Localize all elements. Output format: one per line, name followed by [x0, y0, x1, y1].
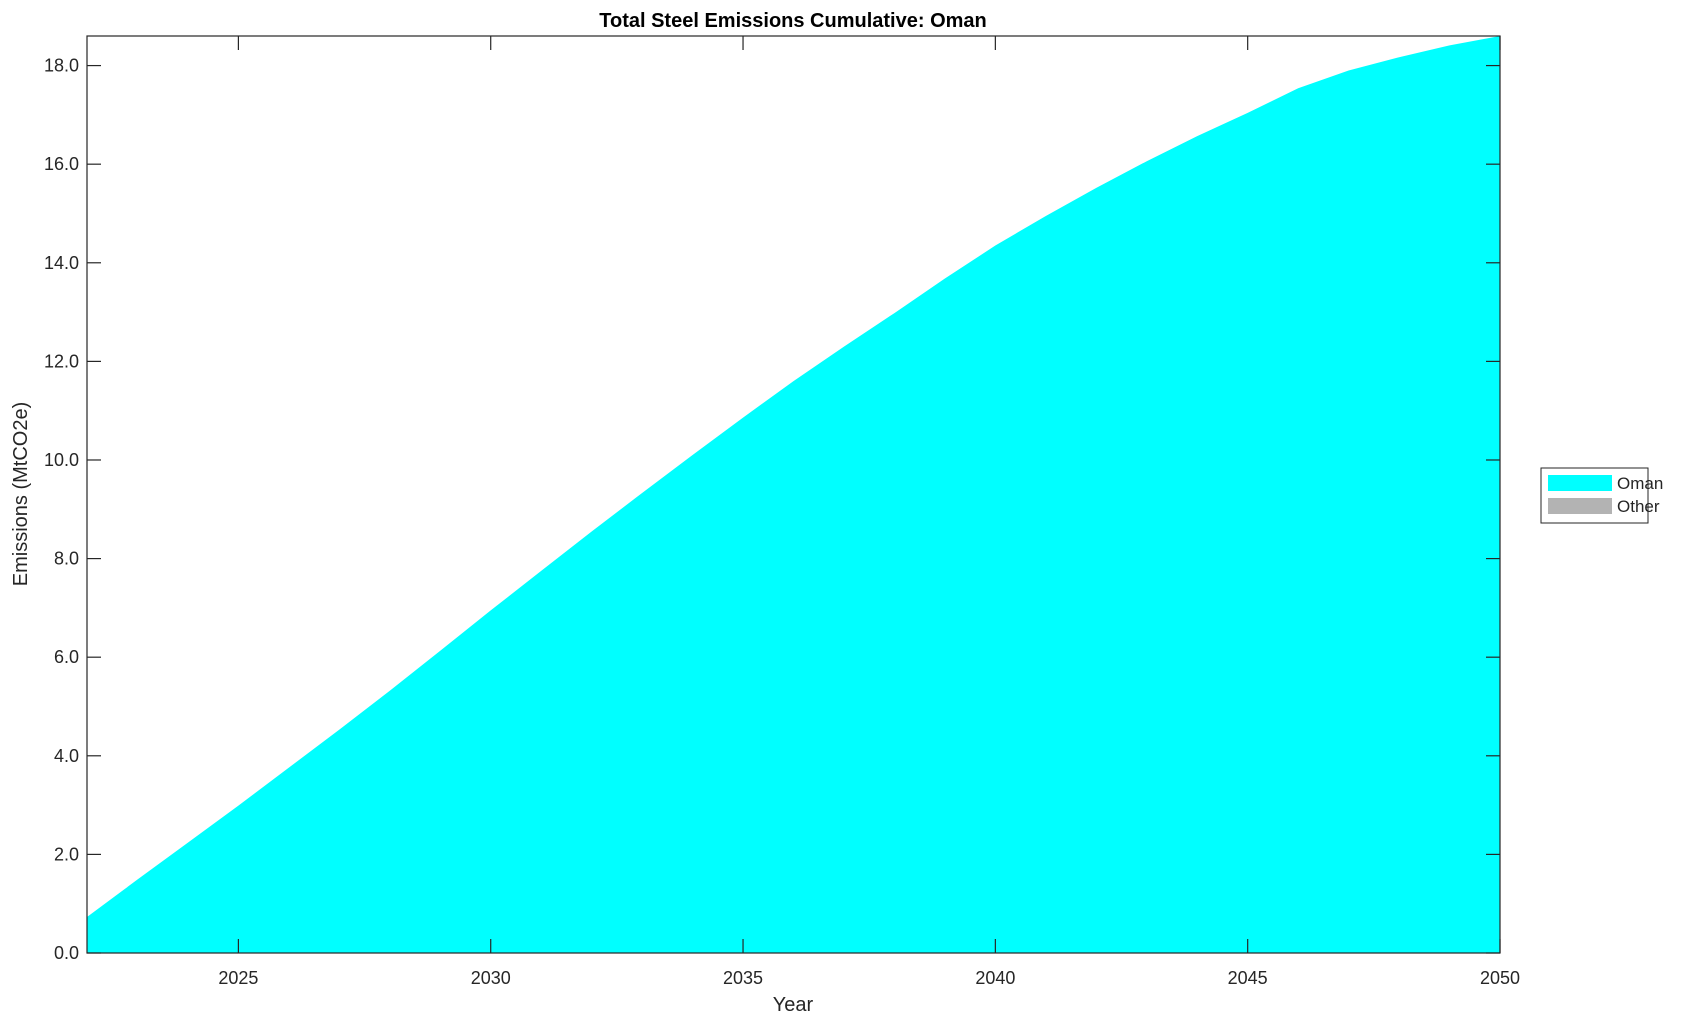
- y-tick-label: 10.0: [44, 450, 79, 470]
- x-tick-label: 2045: [1228, 968, 1268, 988]
- y-tick-label: 14.0: [44, 253, 79, 273]
- y-tick-label: 16.0: [44, 154, 79, 174]
- y-tick-label: 6.0: [54, 647, 79, 667]
- legend-swatch-other: [1548, 498, 1612, 514]
- x-axis: 2025 2030 2035 2040 2045 2050: [218, 36, 1520, 988]
- y-tick-label: 4.0: [54, 746, 79, 766]
- series-areas: [87, 36, 1500, 953]
- chart-title: Total Steel Emissions Cumulative: Oman: [599, 10, 987, 32]
- y-tick-label: 8.0: [54, 549, 79, 569]
- y-tick-label: 2.0: [54, 844, 79, 864]
- plot-frame: [86, 35, 1501, 954]
- y-tick-label: 18.0: [44, 56, 79, 76]
- x-tick-label: 2040: [975, 968, 1015, 988]
- legend: Oman Other: [1540, 467, 1663, 524]
- legend-label-oman: Oman: [1617, 474, 1663, 493]
- area-oman: [87, 36, 1500, 953]
- y-axis-label: Emissions (MtCO2e): [10, 402, 32, 586]
- x-tick-label: 2035: [723, 968, 763, 988]
- y-axis: 0.0 2.0 4.0 6.0 8.0 10.0 12.0 14.0 16.0 18.0: [44, 56, 1500, 963]
- x-tick-label: 2050: [1480, 968, 1520, 988]
- legend-label-other: Other: [1617, 497, 1660, 516]
- legend-swatch-oman: [1548, 475, 1612, 491]
- y-tick-label: 0.0: [54, 943, 79, 963]
- x-axis-label: Year: [773, 994, 814, 1016]
- y-tick-label: 12.0: [44, 351, 79, 371]
- x-tick-label: 2030: [471, 968, 511, 988]
- x-tick-label: 2025: [218, 968, 258, 988]
